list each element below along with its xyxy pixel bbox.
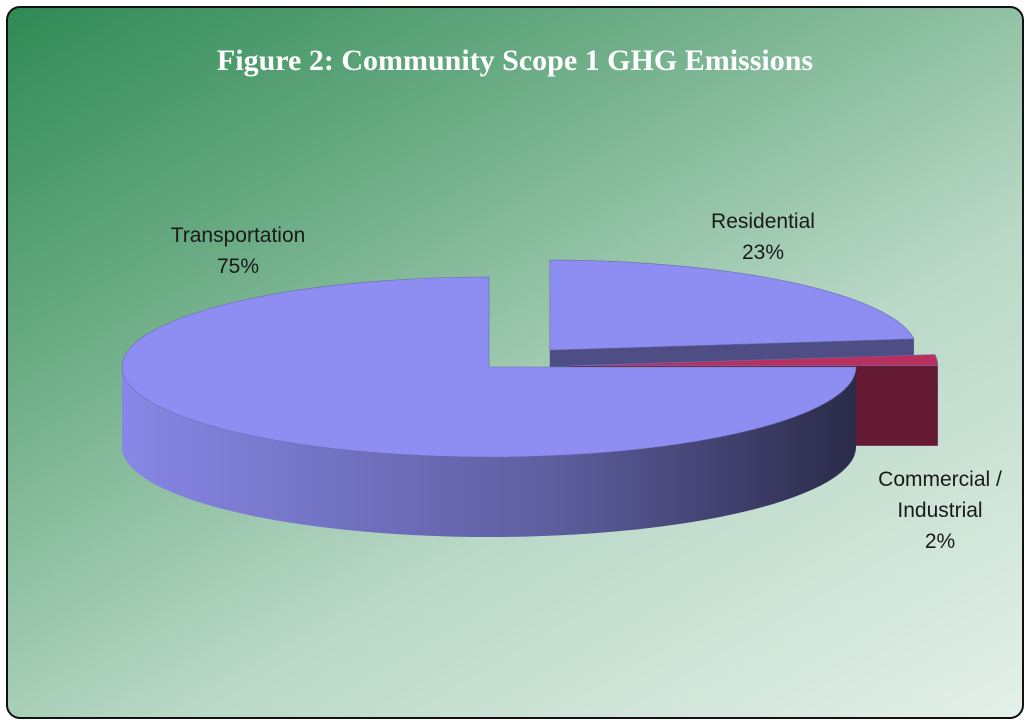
category-label: Commercial / Industrial — [878, 468, 1002, 522]
pie-slice — [121, 276, 857, 537]
category-label: Transportation — [170, 224, 306, 247]
category-label: Residential — [711, 210, 815, 233]
slice-top — [549, 259, 915, 351]
chart-frame: Figure 2: Community Scope 1 GHG Emission… — [6, 6, 1024, 719]
value-label: 75% — [216, 255, 260, 278]
chart — [121, 259, 939, 537]
slice-top — [570, 354, 939, 366]
chart-title: Figure 2: Community Scope 1 GHG Emission… — [216, 44, 814, 77]
value-label: 23% — [741, 241, 785, 264]
value-label: 2% — [924, 530, 956, 553]
slice-wall-shade — [122, 367, 856, 537]
slice-top — [121, 276, 857, 458]
